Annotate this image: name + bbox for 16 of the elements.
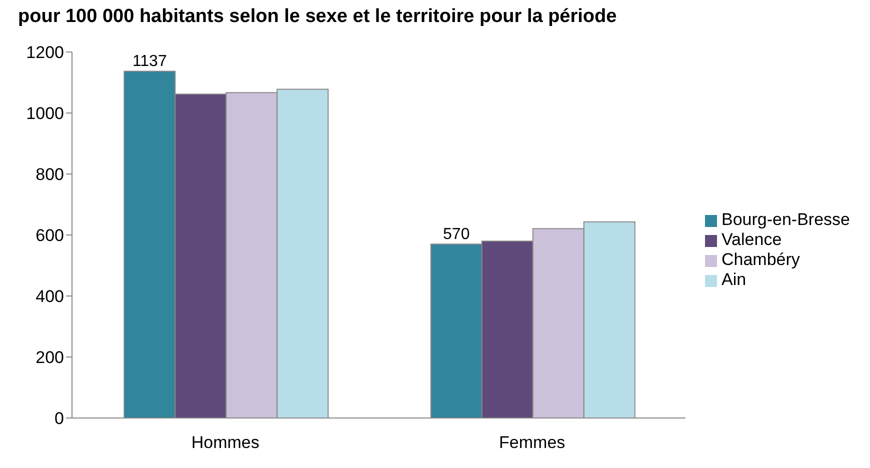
legend-label: Chambéry <box>721 250 800 269</box>
y-tick-label: 400 <box>36 287 64 306</box>
legend-label: Ain <box>721 270 746 289</box>
data-label: 570 <box>443 226 470 244</box>
y-tick-label: 800 <box>36 165 64 184</box>
x-tick-label: Femmes <box>499 433 566 452</box>
y-tick-label: 0 <box>54 409 64 428</box>
legend-label: Bourg-en-Bresse <box>721 210 850 229</box>
y-tick-label: 200 <box>36 348 64 368</box>
y-tick-label: 600 <box>36 226 64 246</box>
y-tick-label: 1200 <box>26 43 64 62</box>
legend-label: Valence <box>721 230 782 249</box>
x-tick-label: Hommes <box>191 433 260 452</box>
y-tick-label: 1000 <box>26 104 64 124</box>
chart-title: pour 100 000 habitants selon le sexe et le territoire pour la période <box>17 5 618 29</box>
data-label: 1137 <box>132 53 167 70</box>
